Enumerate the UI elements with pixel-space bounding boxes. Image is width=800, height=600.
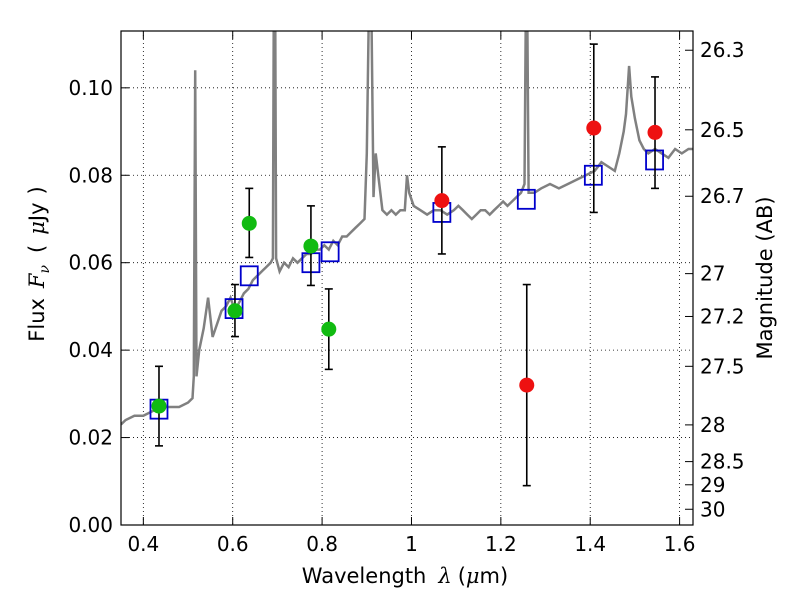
- y2-tick-label: 29: [700, 473, 725, 497]
- observed-nir-point: [586, 120, 602, 136]
- model-spectrum-line: [121, 31, 693, 426]
- x-axis-title-symbol: λ: [437, 564, 451, 588]
- x-tick-label: 0.4: [127, 532, 159, 556]
- plot-frame: [120, 30, 694, 526]
- y2-tick-label: 28: [700, 413, 725, 437]
- y-axis-title-symbol: F: [25, 272, 49, 289]
- observed-nir-point: [519, 377, 535, 393]
- y2-tick-label: 26.7: [700, 184, 745, 208]
- x-tick-label: 1.2: [485, 532, 517, 556]
- x-tick-label: 1: [405, 532, 418, 556]
- observed-optical-point: [303, 238, 319, 254]
- x-axis-title-unit-rest: m): [480, 564, 509, 588]
- y-tick-label: 0.06: [68, 251, 113, 275]
- y-tick-label: 0.08: [68, 163, 113, 187]
- y-axis-title-unit-close: ): [25, 186, 49, 194]
- observed-optical-point: [151, 398, 167, 414]
- observed-optical-point: [321, 321, 337, 337]
- observed-optical-point: [227, 303, 243, 319]
- y2-tick-label: 27.5: [700, 354, 745, 378]
- x-tick-label: 0.8: [306, 532, 338, 556]
- y-tick-label: 0.04: [68, 338, 113, 362]
- y-tick-label: 0.10: [68, 76, 113, 100]
- y2-axis-title: Magnitude (AB): [753, 196, 777, 359]
- x-tick-label: 1.4: [574, 532, 606, 556]
- plot-background: [121, 31, 693, 525]
- model-point: [239, 265, 259, 287]
- observed-optical-point: [241, 215, 257, 231]
- x-axis-title-prefix: Wavelength: [302, 564, 427, 588]
- model-point: [320, 241, 340, 263]
- axis-ticks: 0.4 0.6 0.8 1 1.2 1.4 1.6 0.00 0.02 0.04 0.06 0.08 0…: [68, 31, 745, 556]
- y-tick-label: 0.02: [68, 426, 113, 450]
- y2-tick-label: 28.5: [700, 450, 745, 474]
- y-axis-title-unit-rest: Jy: [25, 202, 49, 223]
- x-tick-label: 1.6: [664, 532, 696, 556]
- y-axis-title-prefix: Flux: [25, 298, 49, 342]
- y-axis-title: Flux Fν ( μJy): [25, 186, 53, 341]
- y-axis-title-unit-mu: μ: [25, 221, 49, 235]
- model-point: [516, 188, 536, 210]
- x-axis-title-unit-mu: μ: [466, 564, 480, 588]
- observed-nir-point: [434, 193, 450, 209]
- y-axis-title-unit-open: (: [25, 245, 49, 253]
- observed-nir-point: [647, 124, 663, 140]
- x-axis-title-unit-open: (: [458, 564, 466, 588]
- y2-tick-label: 26.3: [700, 38, 745, 62]
- y2-tick-label: 30: [700, 497, 725, 521]
- observed-photometry-series: [151, 43, 663, 487]
- y-tick-label: 0.00: [68, 513, 113, 537]
- y2-tick-label: 27: [700, 262, 725, 286]
- x-tick-label: 0.6: [217, 532, 249, 556]
- y2-tick-label: 26.5: [700, 118, 745, 142]
- x-axis-title: Wavelength λ (μm): [302, 564, 508, 588]
- y2-tick-label: 27.2: [700, 304, 745, 328]
- y-axis-title-sub: ν: [37, 264, 53, 273]
